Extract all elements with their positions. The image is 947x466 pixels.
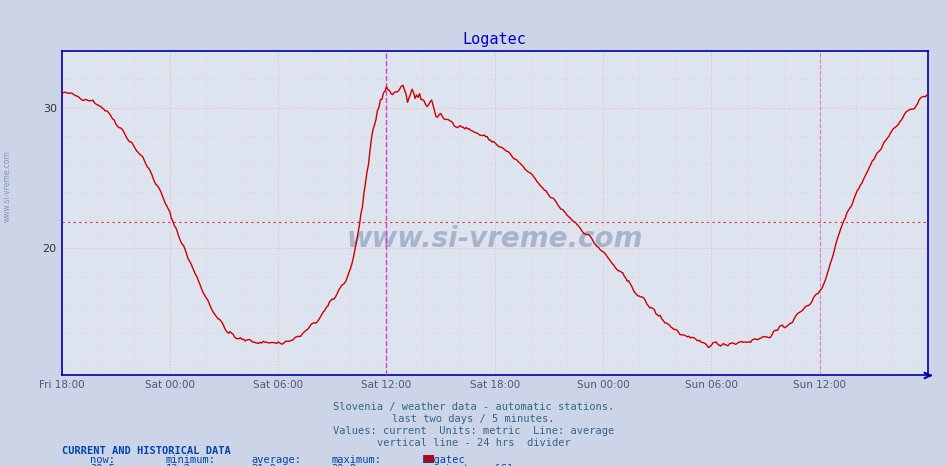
Text: vertical line - 24 hrs  divider: vertical line - 24 hrs divider xyxy=(377,438,570,448)
Text: air temp.[C]: air temp.[C] xyxy=(438,464,512,466)
Text: 21.9: 21.9 xyxy=(251,464,276,466)
Title: Logatec: Logatec xyxy=(463,32,527,48)
Text: Values: current  Units: metric  Line: average: Values: current Units: metric Line: aver… xyxy=(333,426,614,436)
Text: maximum:: maximum: xyxy=(331,455,382,465)
Text: www.si-vreme.com: www.si-vreme.com xyxy=(347,225,643,253)
Text: Slovenia / weather data - automatic stations.: Slovenia / weather data - automatic stat… xyxy=(333,402,614,411)
Text: last two days / 5 minutes.: last two days / 5 minutes. xyxy=(392,414,555,424)
Text: now:: now: xyxy=(90,455,115,465)
Text: www.si-vreme.com: www.si-vreme.com xyxy=(3,151,12,222)
Text: 13.2: 13.2 xyxy=(166,464,190,466)
Text: average:: average: xyxy=(251,455,301,465)
Text: 30.5: 30.5 xyxy=(90,464,115,466)
Text: Logatec: Logatec xyxy=(421,455,465,465)
Text: 30.8: 30.8 xyxy=(331,464,356,466)
Text: CURRENT AND HISTORICAL DATA: CURRENT AND HISTORICAL DATA xyxy=(62,446,230,456)
Text: minimum:: minimum: xyxy=(166,455,216,465)
